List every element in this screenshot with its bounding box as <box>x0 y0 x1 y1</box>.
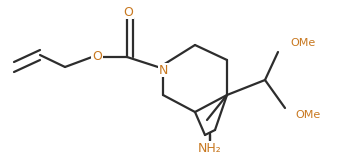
Text: N: N <box>158 64 168 76</box>
Text: O: O <box>123 6 133 18</box>
Text: O: O <box>92 51 102 64</box>
Text: NH₂: NH₂ <box>198 141 222 155</box>
Text: OMe: OMe <box>290 38 315 48</box>
Text: OMe: OMe <box>295 110 320 120</box>
